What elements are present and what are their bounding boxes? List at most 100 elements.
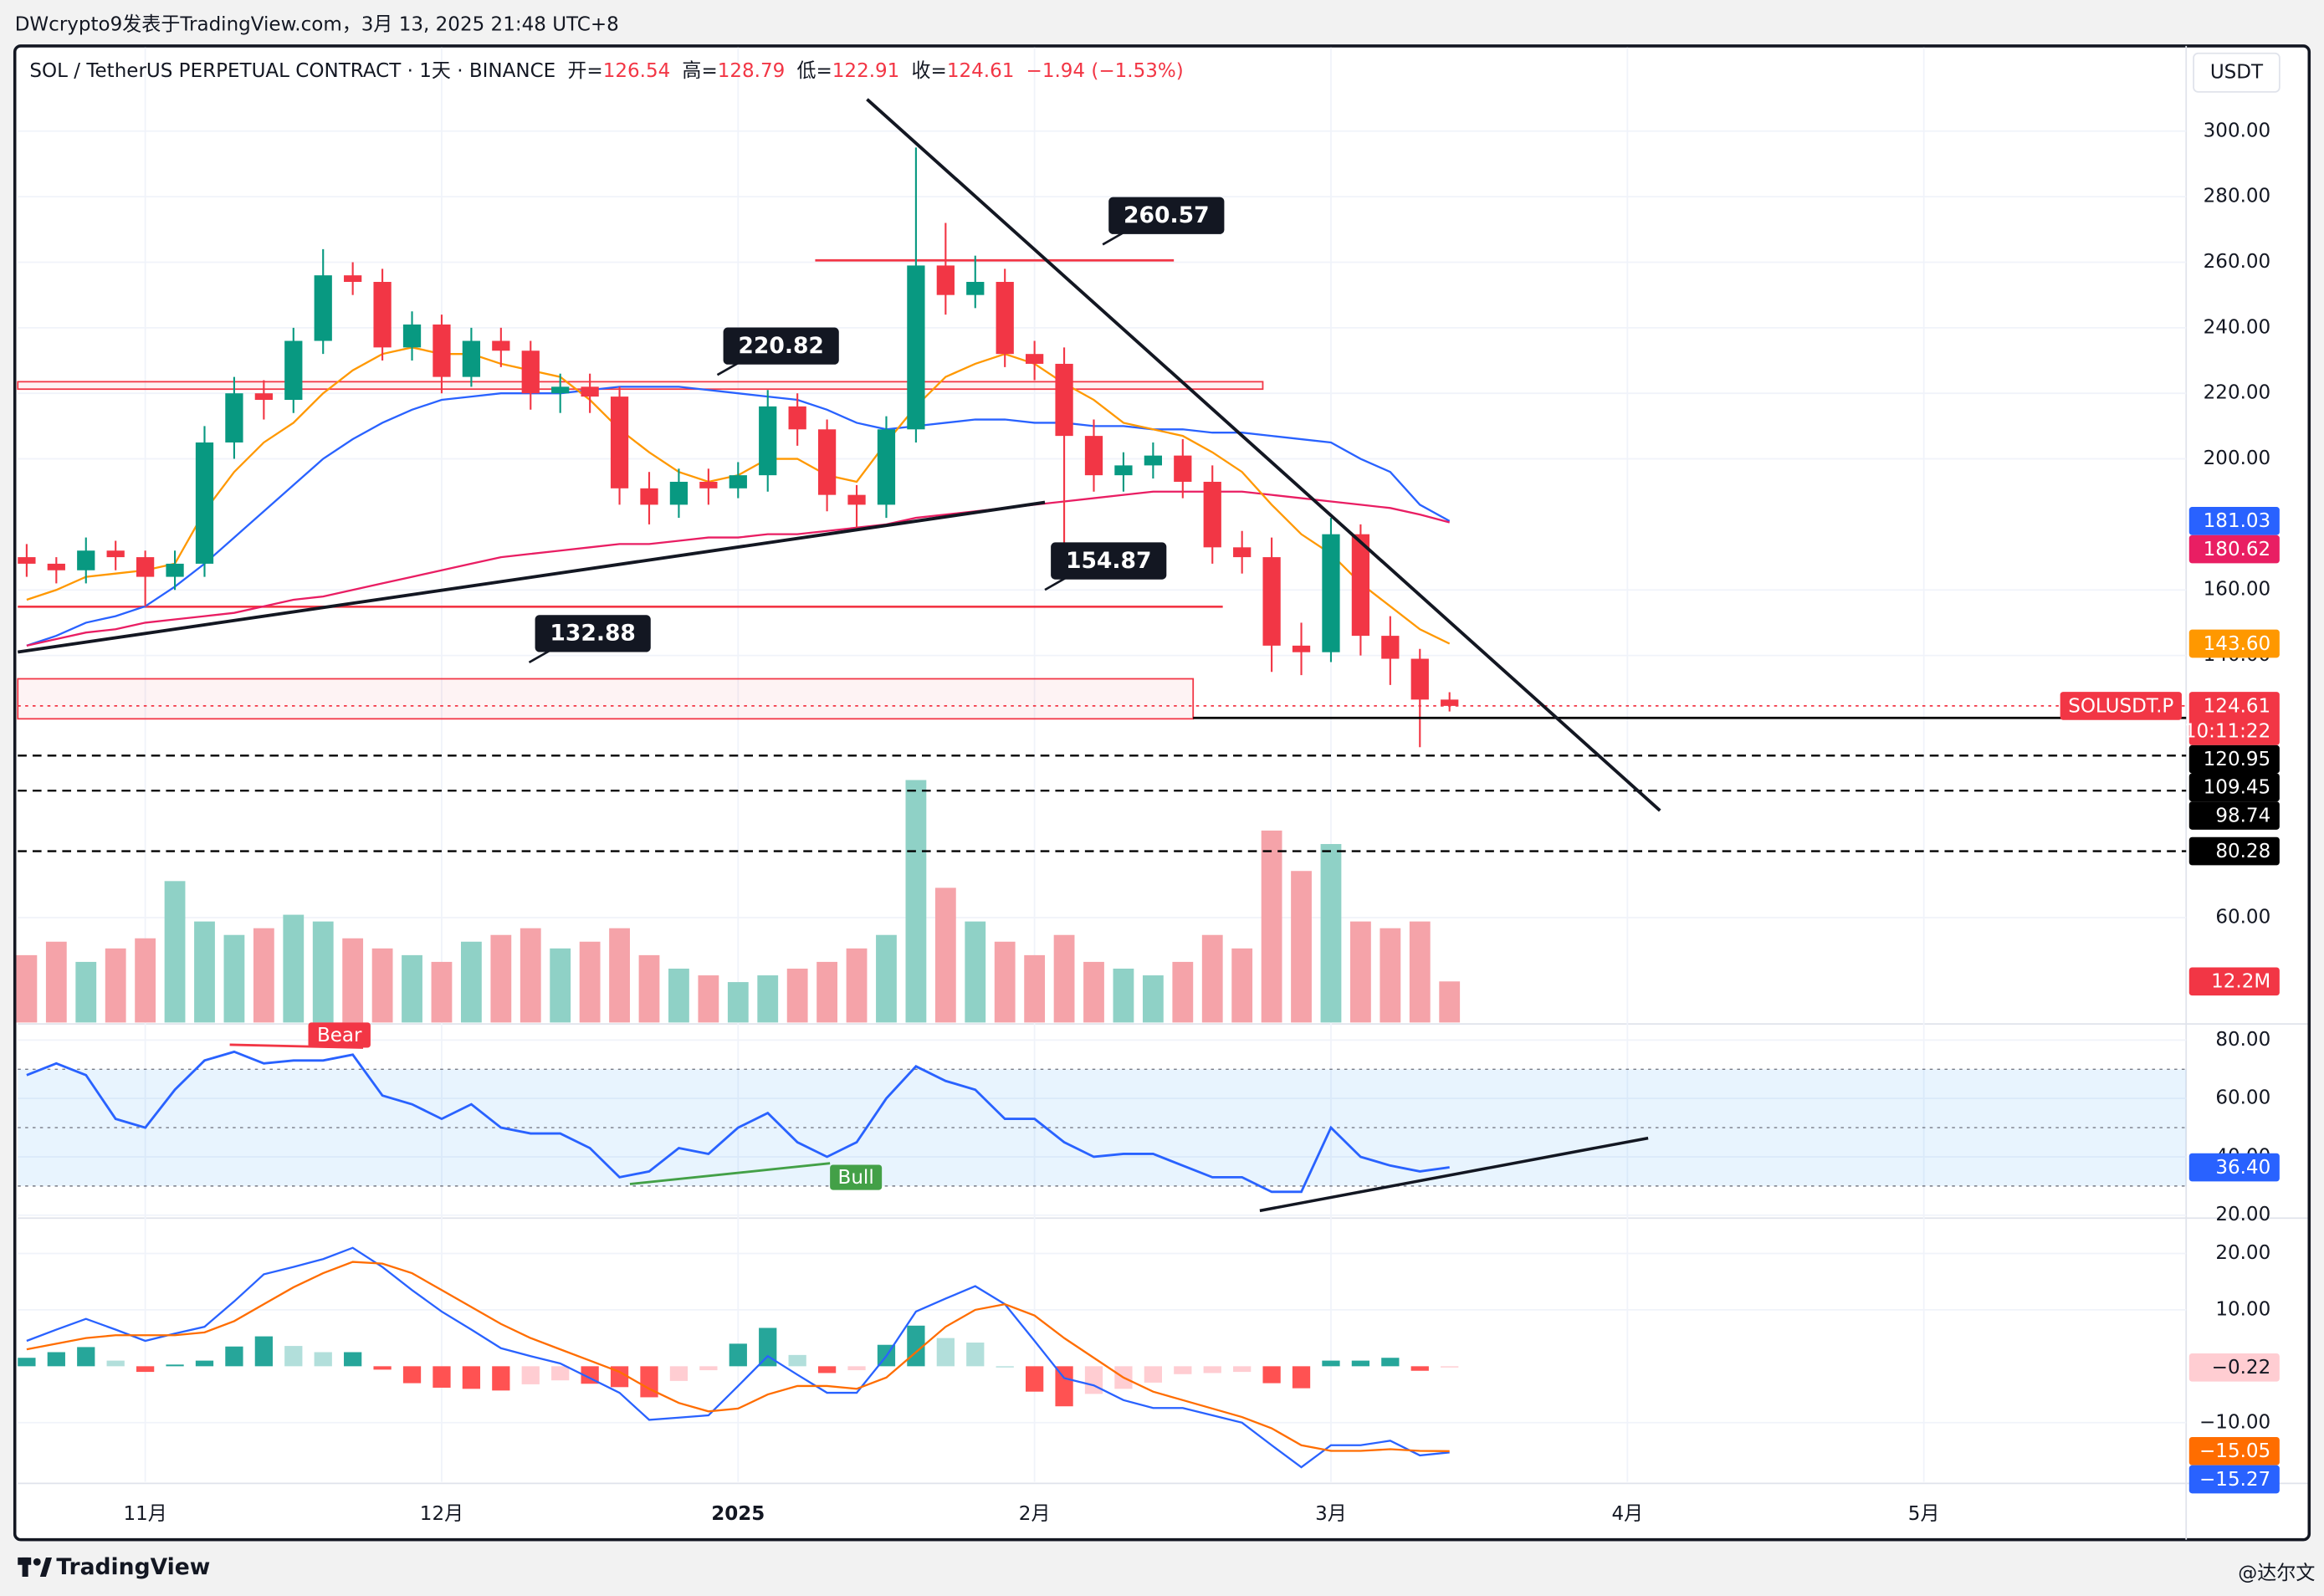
callout-pointer xyxy=(716,361,739,376)
candle-body xyxy=(729,475,747,489)
candle-body xyxy=(77,550,95,570)
macd-histogram-bar xyxy=(1410,1366,1429,1371)
candle-body xyxy=(610,396,629,489)
candle-body xyxy=(1084,436,1103,476)
macd-histogram-bar xyxy=(1351,1360,1370,1367)
volume-bar xyxy=(1083,961,1104,1023)
macd-histogram-bar xyxy=(1203,1366,1221,1373)
price-tag-label: 98.74 xyxy=(2215,805,2270,826)
x-tick-label: 12月 xyxy=(420,1503,463,1525)
candle-body xyxy=(1351,534,1370,637)
candle-body xyxy=(106,550,125,558)
macd-histogram-bar xyxy=(640,1366,658,1398)
price-tag xyxy=(2188,836,2280,866)
price-tag-label: 181.03 xyxy=(2204,510,2271,532)
volume-bar xyxy=(934,888,956,1023)
candle-body xyxy=(195,442,214,564)
volume-bar xyxy=(135,938,156,1023)
volume-bar xyxy=(1291,871,1312,1023)
macd-histogram-bar xyxy=(373,1366,392,1370)
candle-body xyxy=(1410,658,1429,700)
candle-body xyxy=(344,275,362,282)
callout-label: 220.82 xyxy=(738,333,824,359)
x-tick-label: 5月 xyxy=(1908,1503,1940,1525)
ohlc-value: 124.61 xyxy=(947,60,1015,82)
macd-histogram-bar xyxy=(433,1366,451,1388)
divergence-label: Bear xyxy=(317,1025,362,1046)
price-tag-label: 124.61 xyxy=(2204,695,2271,717)
volume-bar xyxy=(45,941,67,1023)
candle-body xyxy=(433,324,451,377)
price-tag xyxy=(2188,1437,2280,1466)
price-tag xyxy=(2188,692,2280,745)
candle-body xyxy=(788,406,806,430)
macd-histogram-bar xyxy=(402,1366,422,1384)
macd-histogram-bar xyxy=(729,1343,747,1367)
macd-histogram-bar xyxy=(817,1366,837,1373)
volume-bar xyxy=(194,921,215,1023)
price-tag xyxy=(2188,1465,2280,1494)
publish-info: DWcrypto9发表于TradingView.com，3月 13, 2025 … xyxy=(15,14,619,36)
signal-line xyxy=(26,1261,1450,1452)
volume-bar xyxy=(1172,961,1194,1023)
price-tag-label: −15.05 xyxy=(2199,1440,2270,1462)
volume-bar xyxy=(75,961,97,1023)
candle-body xyxy=(1322,534,1340,652)
y-tick-label: 240.00 xyxy=(2204,316,2271,338)
price-tag-label: 36.40 xyxy=(2215,1157,2270,1179)
macd-histogram-bar xyxy=(1144,1366,1162,1383)
price-tag xyxy=(2188,507,2280,535)
x-tick-label: 2025 xyxy=(711,1503,765,1525)
divergence-tag xyxy=(308,1022,371,1048)
candle-body xyxy=(1055,363,1073,437)
volume-bar xyxy=(876,934,897,1023)
volume-bar xyxy=(609,928,630,1023)
macd-histogram-bar xyxy=(195,1360,214,1367)
volume-bar xyxy=(1024,954,1046,1023)
price-tag xyxy=(2188,773,2280,802)
macd-histogram-bar xyxy=(462,1366,481,1389)
macd-line xyxy=(26,1246,1450,1469)
watermark: @达尔文 xyxy=(2238,1563,2315,1584)
candle-body xyxy=(699,481,718,489)
ohlc-label: 低= xyxy=(796,60,832,82)
currency-box[interactable] xyxy=(2193,52,2280,93)
macd-histogram-bar xyxy=(521,1366,540,1384)
volume-bar xyxy=(371,948,393,1023)
candle-body xyxy=(402,324,422,348)
volume-bar xyxy=(223,934,245,1023)
macd-histogram-bar xyxy=(788,1354,806,1367)
macd-histogram-bar xyxy=(284,1346,303,1367)
currency: USDT xyxy=(2210,61,2264,83)
y-tick-label: 300.00 xyxy=(2204,120,2271,141)
callout-box xyxy=(535,615,651,652)
callout-label: 132.88 xyxy=(550,621,636,647)
y-tick-label: 280.00 xyxy=(2204,186,2271,207)
macd-histogram-bar xyxy=(166,1364,184,1367)
candle-body xyxy=(373,281,392,348)
volume-bar xyxy=(757,975,779,1023)
price-tag-label: 180.62 xyxy=(2204,539,2271,560)
volume-bar xyxy=(816,961,838,1023)
price-tag xyxy=(2188,629,2280,658)
candle-body xyxy=(877,429,896,505)
y-tick-label: 60.00 xyxy=(2215,907,2270,928)
volume-bar xyxy=(312,921,334,1023)
volume-bar xyxy=(164,881,186,1023)
volume-bar xyxy=(1142,975,1164,1023)
volume-bar xyxy=(579,941,601,1023)
drawings xyxy=(17,98,1661,1213)
footer-bar xyxy=(0,1541,2324,1596)
price-tag xyxy=(2188,1153,2280,1182)
bull-divergence-line xyxy=(629,1162,831,1185)
macd-histogram-bar xyxy=(136,1366,155,1373)
volume-bar xyxy=(283,914,305,1023)
volume-bar xyxy=(1261,830,1282,1023)
ohlc-value: 126.54 xyxy=(603,60,671,82)
volume-bar xyxy=(994,941,1016,1023)
macd-histogram-bar xyxy=(18,1358,36,1367)
candle-body xyxy=(1233,547,1252,558)
price-tag-label: 12.2M xyxy=(2211,971,2270,993)
symbol-title: SOL / TetherUS PERPETUAL CONTRACT · 1天 ·… xyxy=(29,60,555,82)
